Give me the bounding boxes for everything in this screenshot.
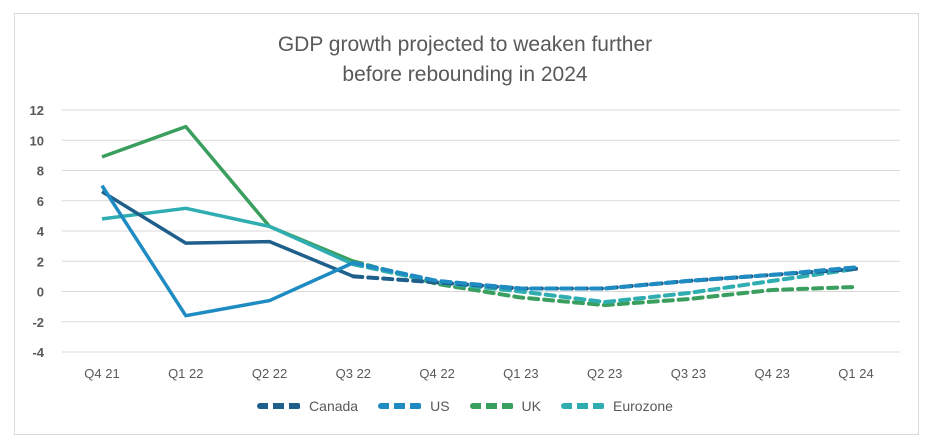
- y-tick-label: 10: [30, 133, 44, 148]
- series-line-projected-us: [351, 260, 858, 291]
- legend-swatch-dashed-line-icon: [378, 403, 423, 409]
- x-tick-label: Q4 21: [84, 366, 119, 381]
- y-tick-label: 6: [37, 194, 44, 209]
- gridlines: [62, 109, 900, 353]
- legend: Canada US UK Eurozone: [0, 398, 930, 414]
- legend-label: Canada: [309, 398, 359, 414]
- y-tick-label: 0: [37, 285, 44, 300]
- legend-label: US: [430, 398, 450, 414]
- x-tick-label: Q4 22: [419, 366, 454, 381]
- x-tick-label: Q1 23: [503, 366, 538, 381]
- x-tick-label: Q3 23: [671, 366, 706, 381]
- x-tick-label: Q1 24: [838, 366, 873, 381]
- series-line-actual-eurozone: [101, 206, 355, 266]
- legend-item-uk: UK: [469, 398, 541, 414]
- legend-item-canada: Canada: [257, 398, 358, 414]
- chart-frame: [14, 13, 919, 435]
- series-line-actual-canada: [101, 190, 355, 278]
- legend-item-eurozone: Eurozone: [561, 398, 673, 414]
- y-tick-label: 2: [37, 254, 44, 269]
- x-tick-label: Q2 22: [252, 366, 287, 381]
- legend-label: Eurozone: [613, 398, 673, 414]
- y-tick-label: -4: [32, 345, 44, 360]
- chart-title-line-1: GDP growth projected to weaken further: [277, 33, 653, 56]
- series-line-actual-us: [100, 184, 355, 318]
- legend-swatch-dashed-line-icon: [561, 403, 605, 409]
- legend-swatch-dashed-line-icon: [257, 403, 302, 409]
- x-tick-label: Q1 22: [168, 366, 203, 381]
- y-tick-label: 8: [37, 164, 44, 179]
- x-axis-ticks: Q4 21 Q1 22 Q2 22 Q3 22 Q4 22 Q1 23 Q2 23 Q3 23…: [84, 366, 873, 381]
- x-tick-label: Q4 23: [755, 366, 790, 381]
- y-tick-label: 12: [30, 103, 44, 118]
- x-tick-label: Q3 22: [336, 366, 371, 381]
- y-tick-label: -2: [32, 315, 44, 330]
- series-lines: [100, 124, 858, 318]
- legend-swatch-dashed-line-icon: [469, 403, 514, 409]
- legend-item-us: US: [378, 398, 450, 414]
- y-axis-ticks: 12 10 8 6 4 2 0 -2 -4: [30, 103, 45, 360]
- chart-title-line-2: before rebounding in 2024: [342, 63, 588, 86]
- legend-label: UK: [521, 398, 541, 414]
- chart-title: GDP growth projected to weaken further b…: [0, 30, 930, 90]
- x-tick-label: Q2 23: [587, 366, 622, 381]
- y-tick-label: 4: [37, 224, 45, 239]
